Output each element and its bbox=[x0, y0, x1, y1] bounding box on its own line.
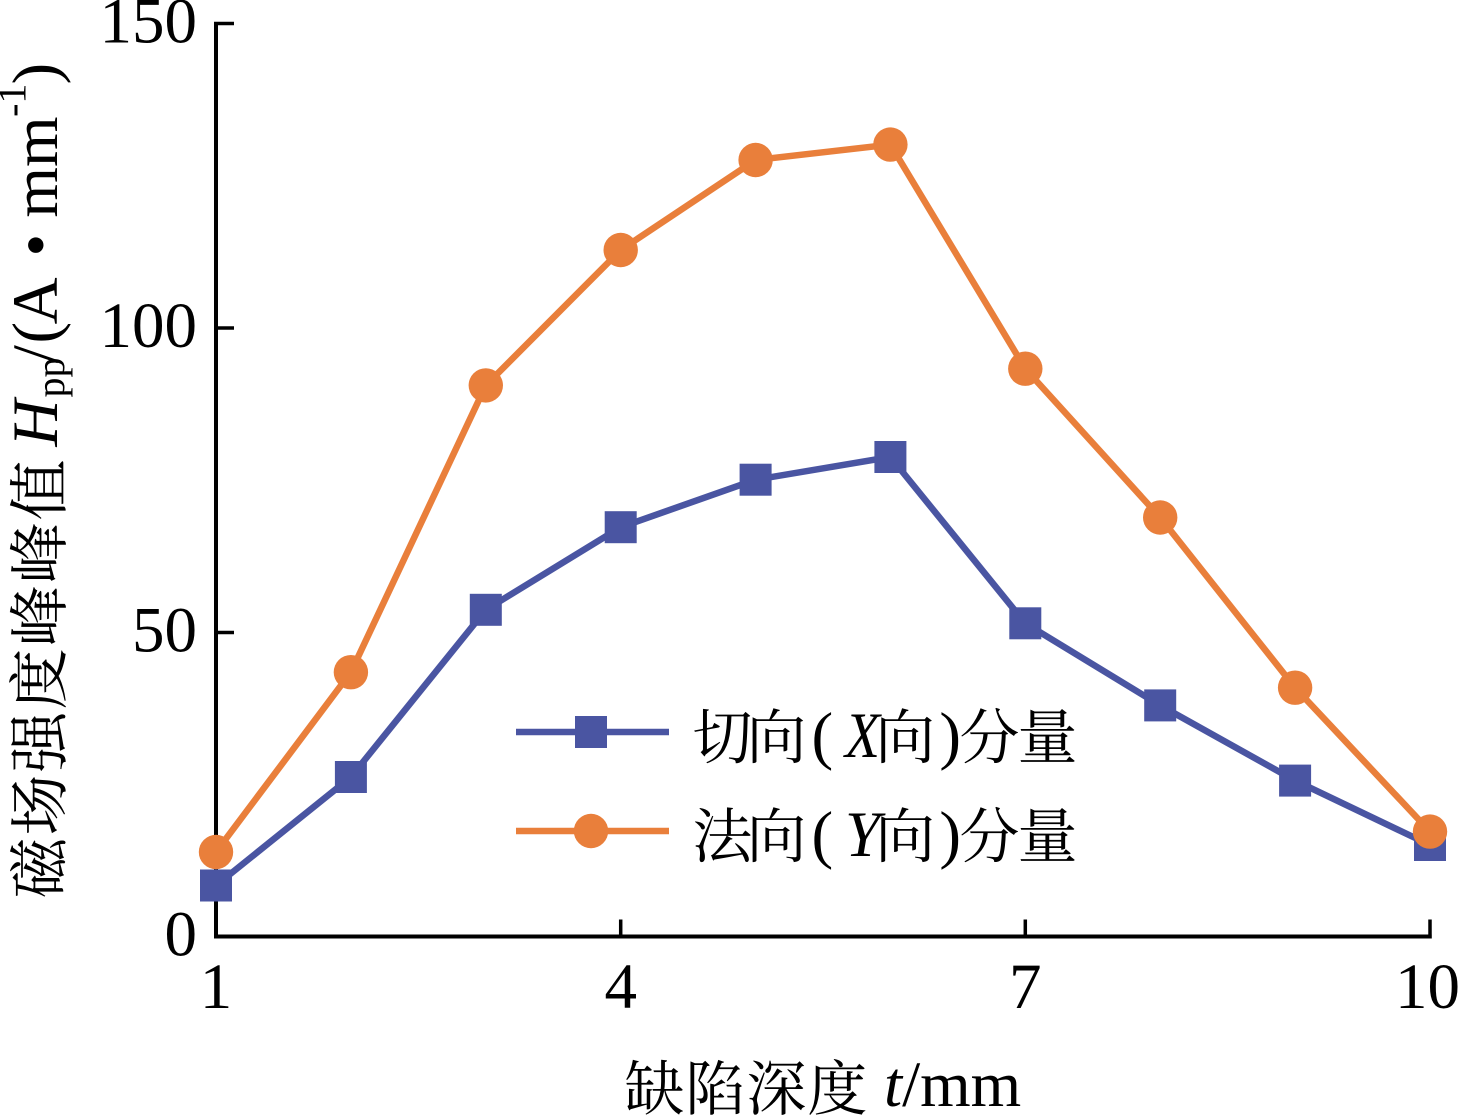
svg-text:150: 150 bbox=[100, 0, 198, 58]
svg-text:t/mm: t/mm bbox=[884, 1049, 1021, 1117]
svg-text:mm: mm bbox=[0, 116, 72, 217]
svg-text:H: H bbox=[0, 397, 72, 448]
svg-text:100: 100 bbox=[100, 290, 198, 362]
svg-text:): ) bbox=[0, 63, 72, 85]
svg-text:-1: -1 bbox=[0, 84, 35, 117]
svg-text:Y: Y bbox=[845, 799, 886, 871]
svg-text:): ) bbox=[939, 799, 961, 871]
svg-text:(: ( bbox=[0, 322, 72, 344]
svg-text:(: ( bbox=[812, 799, 834, 871]
svg-text:1: 1 bbox=[200, 951, 233, 1023]
svg-text:(: ( bbox=[812, 700, 834, 772]
svg-text:10: 10 bbox=[1395, 951, 1458, 1023]
svg-text:0: 0 bbox=[165, 899, 198, 971]
svg-text:7: 7 bbox=[1009, 951, 1042, 1023]
svg-text:/: / bbox=[0, 344, 72, 363]
svg-text:pp: pp bbox=[28, 358, 73, 398]
svg-text:4: 4 bbox=[604, 951, 637, 1023]
svg-text:): ) bbox=[939, 700, 961, 772]
svg-text:X: X bbox=[842, 700, 882, 772]
svg-text:•: • bbox=[0, 234, 72, 257]
svg-text:A: A bbox=[0, 277, 72, 324]
svg-text:50: 50 bbox=[132, 595, 197, 667]
